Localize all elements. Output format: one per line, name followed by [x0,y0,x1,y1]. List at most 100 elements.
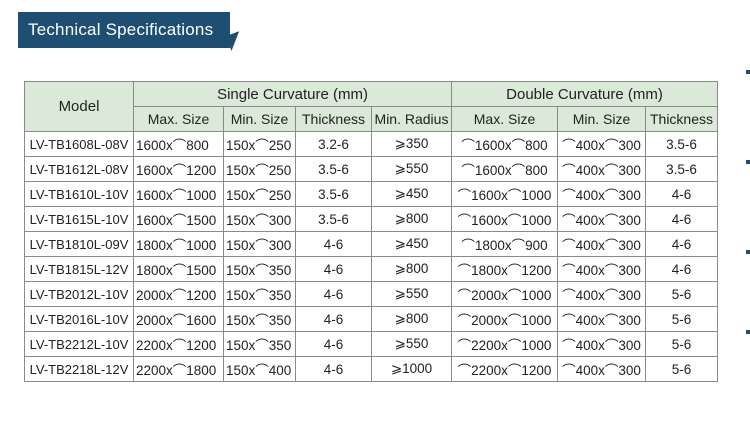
double-min-size-cell: ⌒400x⌒300 [557,181,646,207]
double-max-size-cell: ⌒2000x⌒1000 [451,306,558,332]
specifications-table: Model Single Curvature (mm) Double Curva… [24,81,718,382]
single-min-size-cell: 150x⌒250 [223,156,296,182]
single-min-size-cell: 150x⌒300 [223,206,296,232]
double-max-size-cell: ⌒2200x⌒1000 [451,331,558,357]
table-row: LV-TB2212L-10V 2200x⌒1200 150x⌒350 4-6 ⩾550 ⌒… [24,331,718,357]
single-max-size-cell: 2200x⌒1200 [133,331,224,357]
single-max-size-cell: 2000x⌒1200 [133,281,224,307]
single-min-radius-cell: ⩾550 [371,331,452,357]
model-cell: LV-TB1608L-08V [24,131,134,157]
single-min-radius-cell: ⩾800 [371,206,452,232]
single-thickness-cell: 3.5-6 [295,156,372,182]
single-max-size-cell: 1600x⌒1500 [133,206,224,232]
double-min-size-cell: ⌒400x⌒300 [557,131,646,157]
single-thickness-cell: 4-6 [295,356,372,382]
single-min-size-cell: 150x⌒350 [223,281,296,307]
table-row: LV-TB1615L-10V 1600x⌒1500 150x⌒300 3.5-6 ⩾80… [24,206,718,232]
single-min-radius-cell: ⩾550 [371,281,452,307]
double-thickness-cell: 5-6 [645,331,718,357]
double-thickness-cell: 4-6 [645,256,718,282]
model-header: Model [24,81,134,132]
double-thickness-cell: 4-6 [645,181,718,207]
double-min-size-cell: ⌒400x⌒300 [557,306,646,332]
double-thickness-cell: 5-6 [645,306,718,332]
title-banner-tail [226,31,245,52]
single-min-size-cell: 150x⌒350 [223,331,296,357]
model-cell: LV-TB2012L-10V [24,281,134,307]
double-max-size-header: Max. Size [451,106,558,132]
single-min-radius-cell: ⩾550 [371,156,452,182]
single-thickness-cell: 3.5-6 [295,206,372,232]
single-min-size-header: Min. Size [223,106,296,132]
single-min-size-cell: 150x⌒250 [223,131,296,157]
single-thickness-cell: 3.5-6 [295,181,372,207]
double-min-size-header: Min. Size [557,106,646,132]
edge-marks [746,0,750,422]
single-thickness-cell: 4-6 [295,331,372,357]
double-min-size-cell: ⌒400x⌒300 [557,256,646,282]
single-max-size-cell: 1600x⌒1000 [133,181,224,207]
double-curvature-header: Double Curvature (mm) [451,81,718,107]
table-row: LV-TB1610L-10V 1600x⌒1000 150x⌒250 3.5-6 ⩾45… [24,181,718,207]
table-row: LV-TB1815L-12V 1800x⌒1500 150x⌒350 4-6 ⩾800 ⌒… [24,256,718,282]
double-min-size-cell: ⌒400x⌒300 [557,331,646,357]
single-min-size-cell: 150x⌒350 [223,306,296,332]
single-max-size-cell: 1800x⌒1000 [133,231,224,257]
double-max-size-cell: ⌒1600x⌒800 [451,156,558,182]
double-thickness-cell: 3.5-6 [645,156,718,182]
double-max-size-cell: ⌒2200x⌒1200 [451,356,558,382]
single-min-size-cell: 150x⌒250 [223,181,296,207]
double-thickness-header: Thickness [645,106,718,132]
double-thickness-cell: 5-6 [645,356,718,382]
double-max-size-cell: ⌒1600x⌒1000 [451,181,558,207]
table-row: LV-TB1612L-08V 1600x⌒1200 150x⌒250 3.5-6 ⩾55… [24,156,718,182]
single-thickness-cell: 3.2-6 [295,131,372,157]
table-row: LV-TB2016L-10V 2000x⌒1600 150x⌒350 4-6 ⩾800 ⌒… [24,306,718,332]
model-cell: LV-TB2212L-10V [24,331,134,357]
single-min-radius-cell: ⩾450 [371,181,452,207]
model-cell: LV-TB1612L-08V [24,156,134,182]
double-thickness-cell: 3.5-6 [645,131,718,157]
double-min-size-cell: ⌒400x⌒300 [557,231,646,257]
single-thickness-header: Thickness [295,106,372,132]
single-min-radius-cell: ⩾800 [371,306,452,332]
model-cell: LV-TB1815L-12V [24,256,134,282]
single-thickness-cell: 4-6 [295,281,372,307]
double-max-size-cell: ⌒1800x⌒1200 [451,256,558,282]
single-max-size-cell: 1600x⌒1200 [133,156,224,182]
single-min-radius-header: Min. Radius [371,106,452,132]
single-min-radius-cell: ⩾1000 [371,356,452,382]
single-min-radius-cell: ⩾350 [371,131,452,157]
model-cell: LV-TB2218L-12V [24,356,134,382]
page-title: Technical Specifications [18,12,230,48]
single-thickness-cell: 4-6 [295,256,372,282]
double-thickness-cell: 4-6 [645,231,718,257]
model-cell: LV-TB2016L-10V [24,306,134,332]
single-min-size-cell: 150x⌒400 [223,356,296,382]
table-row: LV-TB1810L-09V 1800x⌒1000 150x⌒300 4-6 ⩾450 ⌒… [24,231,718,257]
single-max-size-cell: 1800x⌒1500 [133,256,224,282]
single-min-size-cell: 150x⌒300 [223,231,296,257]
double-max-size-cell: ⌒1600x⌒800 [451,131,558,157]
single-max-size-cell: 1600x⌒800 [133,131,224,157]
single-max-size-cell: 2000x⌒1600 [133,306,224,332]
table-row: LV-TB1608L-08V 1600x⌒800 150x⌒250 3.2-6 ⩾350… [24,131,718,157]
table-row: LV-TB2012L-10V 2000x⌒1200 150x⌒350 4-6 ⩾550 ⌒… [24,281,718,307]
double-max-size-cell: ⌒2000x⌒1000 [451,281,558,307]
table-row: LV-TB2218L-12V 2200x⌒1800 150x⌒400 4-6 ⩾1000… [24,356,718,382]
single-min-size-cell: 150x⌒350 [223,256,296,282]
double-min-size-cell: ⌒400x⌒300 [557,356,646,382]
single-curvature-header: Single Curvature (mm) [133,81,452,107]
single-min-radius-cell: ⩾800 [371,256,452,282]
double-min-size-cell: ⌒400x⌒300 [557,281,646,307]
single-min-radius-cell: ⩾450 [371,231,452,257]
double-thickness-cell: 4-6 [645,206,718,232]
single-thickness-cell: 4-6 [295,231,372,257]
double-min-size-cell: ⌒400x⌒300 [557,206,646,232]
double-max-size-cell: ⌒1600x⌒1000 [451,206,558,232]
double-min-size-cell: ⌒400x⌒300 [557,156,646,182]
single-max-size-cell: 2200x⌒1800 [133,356,224,382]
model-cell: LV-TB1610L-10V [24,181,134,207]
single-max-size-header: Max. Size [133,106,224,132]
model-cell: LV-TB1615L-10V [24,206,134,232]
